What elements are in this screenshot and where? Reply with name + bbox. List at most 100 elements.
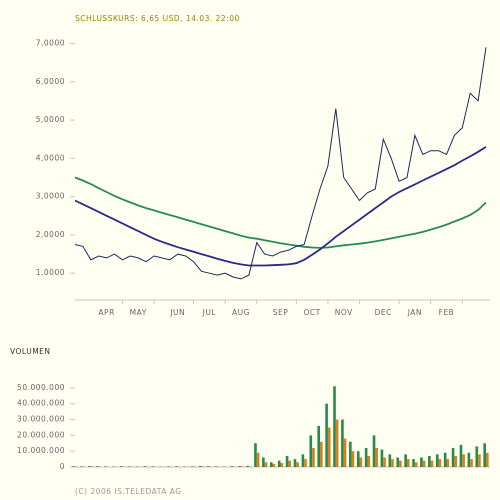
y-tick-label: 3,0000 [36, 192, 65, 201]
volume-bar [143, 466, 147, 467]
volume-bar [240, 466, 244, 467]
volume-bar [428, 455, 431, 467]
volume-bar [254, 443, 257, 467]
volume-bar [327, 427, 331, 467]
volume-bar [119, 466, 123, 467]
volume-bar [341, 419, 344, 467]
y-tick-label: 5,0000 [36, 115, 65, 124]
y-tick-label: 40.000.000 [17, 399, 65, 408]
volume-bar [396, 457, 400, 467]
volume-bar [335, 419, 339, 467]
volume-bar [293, 459, 297, 467]
volume-bar [272, 463, 276, 467]
volume-bar [412, 459, 415, 467]
line-series [74, 47, 487, 280]
volume-bar [420, 457, 423, 467]
footer: (C) 2006 IS.TELEDATA AG [75, 487, 182, 496]
volume-bar [201, 466, 205, 467]
y-tick-label: 50.000.000 [17, 383, 65, 392]
volume-bar [359, 457, 363, 467]
volume-bar [175, 466, 178, 467]
volume-bar [486, 452, 489, 467]
volume-bar [383, 457, 386, 467]
x-tick-label: FEB [439, 308, 455, 317]
volume-bar [304, 459, 307, 467]
volume-bar [470, 459, 473, 467]
volume-bar [430, 460, 434, 467]
volume-bar [312, 448, 315, 467]
volume-bar [349, 441, 352, 467]
volume-bar [230, 466, 234, 467]
volume-bar [80, 466, 83, 467]
volume-bar [103, 466, 107, 467]
y-tick-label: 6,0000 [36, 77, 65, 86]
y-tick-label: 7,0000 [36, 38, 65, 47]
volume-bar [454, 455, 458, 467]
volume-bar [88, 466, 91, 467]
volume-bar [391, 459, 394, 467]
volume-bar [277, 460, 281, 467]
volume-bar [438, 459, 442, 467]
volume-bar [435, 454, 439, 467]
volume-bar [280, 463, 284, 467]
y-tick-label: 1,0000 [36, 268, 65, 277]
volume-bar [296, 462, 299, 467]
volume-bar [367, 455, 371, 467]
volume-bar [285, 455, 289, 467]
chart-title: SCHLUSSKURS: 6,65 USD, 14.03. 22:00 [75, 14, 240, 23]
y-tick-label: 10.000.000 [17, 446, 65, 455]
volume-bar [206, 466, 210, 467]
volume-bar [309, 435, 313, 467]
volume-bar [462, 454, 465, 467]
line-series [74, 146, 487, 267]
volume-bar [264, 462, 268, 467]
volume-bar [262, 457, 265, 467]
volume-bar [214, 466, 218, 467]
y-tick-label: 0 [60, 462, 65, 471]
volume-bar [248, 466, 252, 467]
volume-bar [478, 454, 481, 467]
volume-bar [167, 466, 170, 467]
volume-bar [483, 443, 486, 467]
x-tick-label: APR [98, 308, 114, 317]
volume-bar [256, 452, 260, 467]
volume-bar [90, 466, 94, 467]
volume-bar [325, 403, 328, 467]
volume-bar [388, 454, 392, 467]
y-tick-label: 20.000.000 [17, 430, 65, 439]
volume-bar [372, 435, 376, 467]
volume-bar [404, 454, 407, 467]
volume-bar [246, 465, 249, 467]
volume-bar [317, 425, 321, 467]
volume-bar [151, 466, 155, 467]
volume-title: VOLUMEN [10, 347, 51, 356]
x-tick-label: MAY [130, 308, 147, 317]
volume-bar [72, 466, 75, 467]
x-tick-label: SEP [273, 308, 289, 317]
x-tick-label: OCT [303, 308, 320, 317]
volume-bar [467, 452, 471, 467]
volume-bar [288, 460, 292, 467]
volume-bar [333, 386, 336, 467]
y-tick-label: 4,0000 [36, 153, 65, 162]
volume-bar [351, 451, 355, 467]
x-tick-label: DEC [375, 308, 392, 317]
x-tick-label: NOV [335, 308, 353, 317]
volume-bar [364, 448, 368, 467]
volume-bar [320, 441, 323, 467]
volume-bar [96, 466, 99, 467]
volume-bar [422, 460, 426, 467]
volume-bar [414, 462, 418, 467]
volume-bar [446, 459, 450, 467]
volume-bar [127, 466, 131, 467]
x-tick-label: JUL [202, 308, 217, 317]
volume-bar [475, 446, 479, 467]
volume-bar [190, 466, 194, 467]
volume-bar [356, 451, 360, 467]
volume-bar [343, 438, 347, 467]
y-tick-label: 30.000.000 [17, 415, 65, 424]
x-tick-label: JUN [169, 308, 185, 317]
volume-bar [375, 448, 378, 467]
volume-bar [269, 462, 273, 467]
